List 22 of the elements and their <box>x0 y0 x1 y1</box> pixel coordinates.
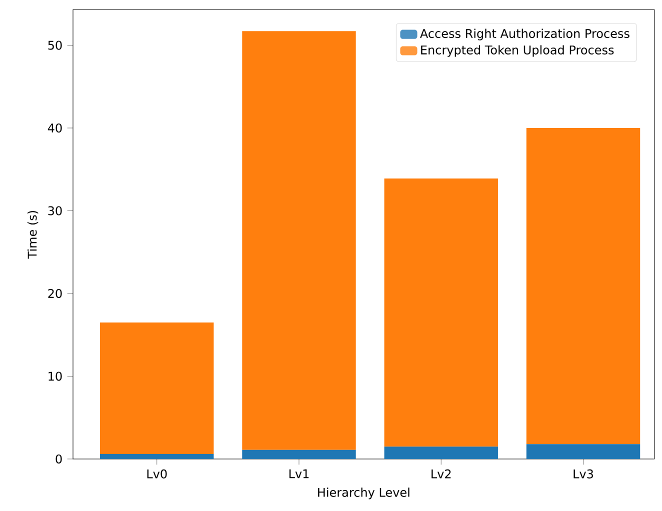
y-tick-label: 30 <box>48 206 62 216</box>
bar <box>526 444 640 459</box>
y-tick-label: 40 <box>48 123 62 133</box>
y-tick-label: 0 <box>56 454 62 464</box>
x-axis-title: Hierarchy Level <box>318 488 410 500</box>
bar <box>242 450 356 459</box>
x-tick-label: Lv0 <box>147 469 167 478</box>
bar <box>100 322 214 454</box>
y-tick-label: 50 <box>48 40 62 50</box>
x-tick-label: Lv3 <box>574 469 594 478</box>
legend-label: Encrypted Token Upload Process <box>421 45 614 57</box>
bar <box>384 178 498 447</box>
x-tick-label: Lv2 <box>432 469 451 478</box>
y-tick-label: 10 <box>48 372 62 381</box>
x-tick-label: Lv1 <box>289 469 309 478</box>
bar <box>526 128 640 444</box>
bar <box>242 31 356 450</box>
legend-label: Access Right Authorization Process <box>420 28 630 40</box>
y-tick-label: 20 <box>48 288 62 298</box>
y-axis-title: Time (s) <box>27 210 38 259</box>
bar <box>384 446 498 459</box>
bar <box>100 454 214 459</box>
